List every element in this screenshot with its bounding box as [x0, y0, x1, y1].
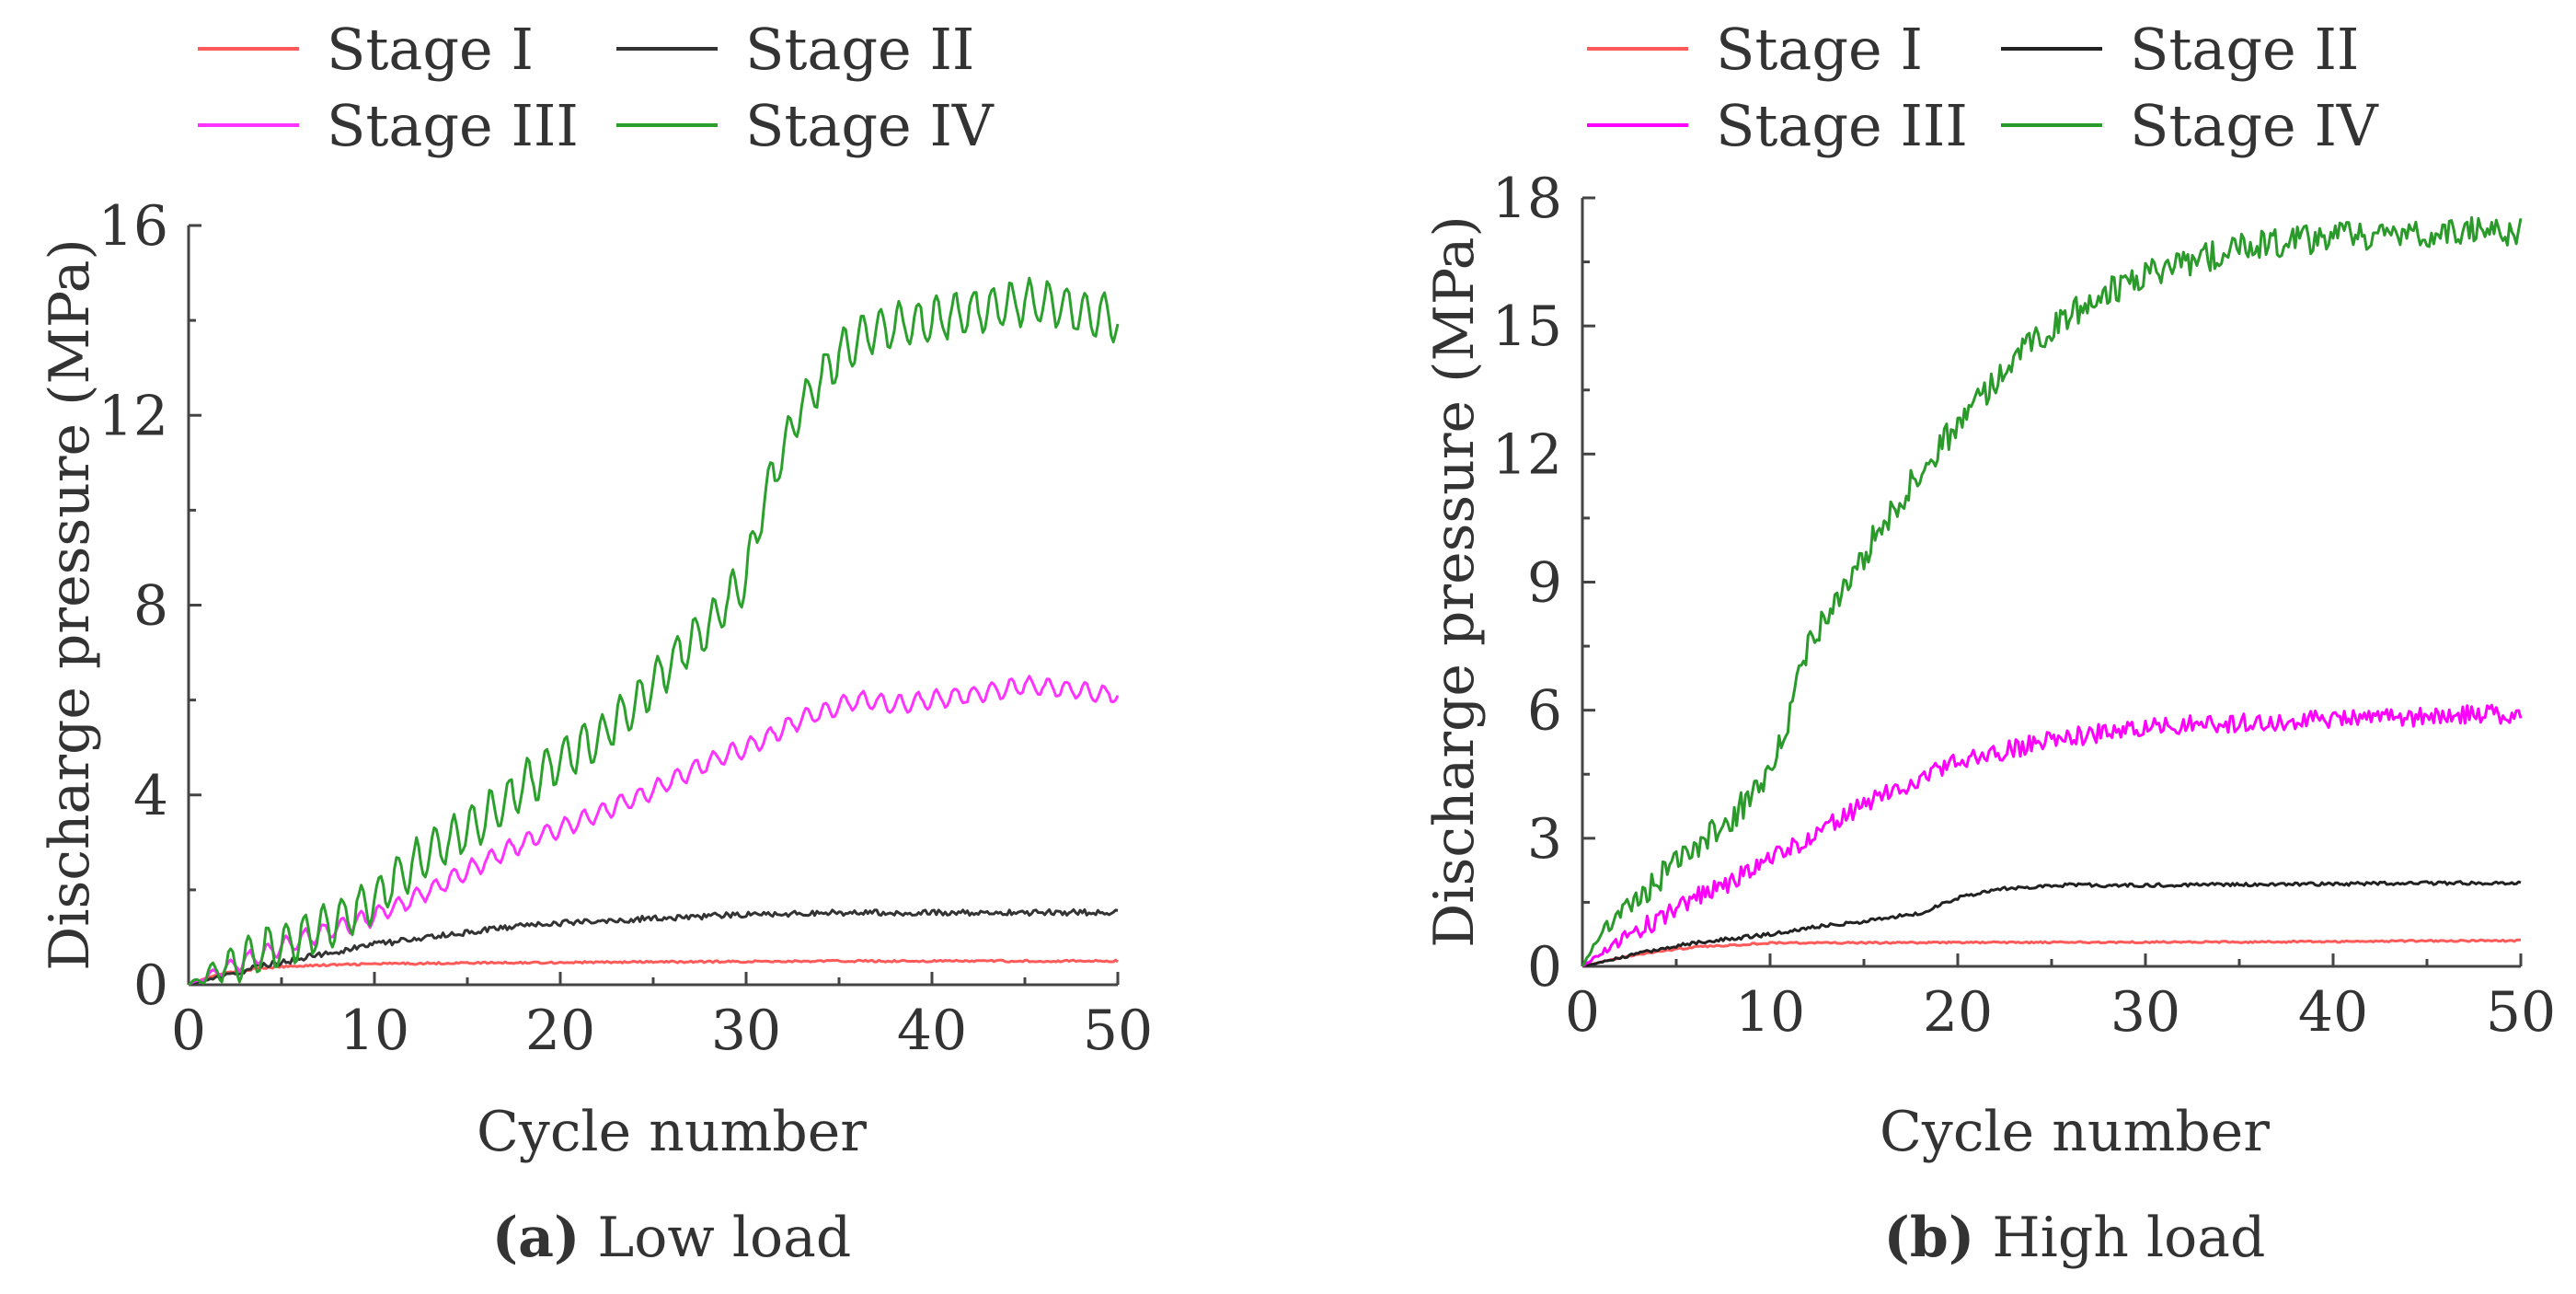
- y-tick-label: 18: [1492, 167, 1562, 231]
- caption-text: Low load: [580, 1206, 851, 1270]
- series-line-stage-1: [188, 958, 1119, 987]
- caption-label: (a): [492, 1206, 581, 1270]
- x-tick-label: 0: [1565, 980, 1600, 1045]
- y-tick-label: 0: [133, 953, 168, 1018]
- legend-label: Stage IV: [2130, 92, 2379, 159]
- series-line-stage-1: [1581, 938, 2521, 968]
- x-tick-label: 10: [339, 999, 409, 1063]
- series-line-stage-4: [188, 276, 1120, 987]
- legend-label: Stage II: [745, 16, 974, 83]
- x-tick-label: 10: [1735, 980, 1805, 1045]
- chart-a: 0 10 20 30 40 50 0 4 8 12 16 Cycle number Discharge …: [38, 16, 1153, 1270]
- caption-text: High load: [1974, 1206, 2265, 1270]
- x-tick-label: 20: [525, 999, 595, 1063]
- x-tick-label: 50: [2486, 980, 2556, 1045]
- y-tick-label: 15: [1492, 295, 1562, 359]
- x-tick-label: 0: [171, 999, 206, 1063]
- y-tick-label: 12: [98, 384, 168, 448]
- series-line-stage-4: [1581, 215, 2523, 967]
- y-tick-label: 6: [1527, 679, 1562, 744]
- x-tick-label: 20: [1923, 980, 1993, 1045]
- y-tick-label: 12: [1492, 422, 1562, 487]
- x-tick-label: 40: [2298, 980, 2368, 1045]
- legend-label: Stage I: [327, 16, 534, 83]
- series-line-stage-2: [1581, 880, 2522, 968]
- x-axis-title: Cycle number: [1880, 1100, 2270, 1164]
- x-tick-label: 30: [2110, 980, 2180, 1045]
- legend-label: Stage IV: [745, 92, 995, 159]
- series-line-stage-3: [188, 675, 1120, 987]
- y-tick-label: 4: [133, 764, 168, 828]
- y-tick-label: 16: [98, 194, 168, 259]
- chart-caption: (b) High load: [1884, 1206, 2266, 1270]
- chart-caption: (a) Low load: [492, 1206, 852, 1270]
- chart-b: 0 10 20 30 40 50 0 3 6 9 12 15 18 Cycle number Dischar…: [1422, 16, 2556, 1270]
- y-tick-label: 0: [1527, 935, 1562, 999]
- x-tick-label: 40: [897, 999, 967, 1063]
- series-line-stage-2: [188, 907, 1119, 987]
- series-line-stage-3: [1581, 703, 2523, 968]
- legend-label: Stage I: [1716, 16, 1923, 83]
- legend-label: Stage III: [1716, 92, 1968, 159]
- y-tick-label: 3: [1527, 807, 1562, 872]
- y-tick-label: 9: [1527, 551, 1562, 616]
- x-tick-label: 30: [711, 999, 781, 1063]
- legend-label: Stage III: [327, 92, 579, 159]
- y-axis-title: Discharge pressure (MPa): [1422, 215, 1487, 948]
- y-tick-label: 8: [133, 574, 168, 639]
- x-axis-title: Cycle number: [477, 1100, 867, 1164]
- caption-label: (b): [1884, 1206, 1975, 1270]
- legend-label: Stage II: [2130, 16, 2359, 83]
- x-tick-label: 50: [1083, 999, 1153, 1063]
- y-axis-title: Discharge pressure (MPa): [38, 238, 102, 971]
